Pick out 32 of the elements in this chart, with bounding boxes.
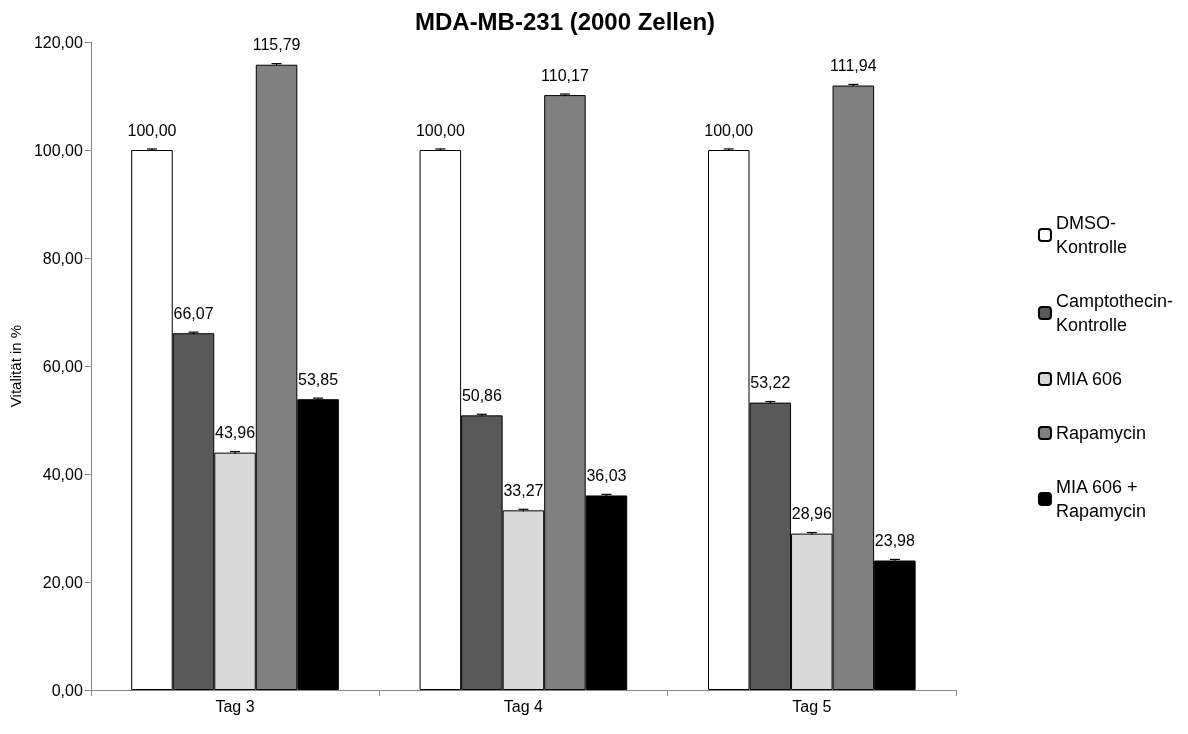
y-axis-title: Vitalität in % <box>7 324 24 408</box>
legend-label: Camptothecin-Kontrolle <box>1055 291 1174 335</box>
y-tick-label: 20,00 <box>42 573 83 591</box>
x-tick-label: Tag 5 <box>792 697 832 715</box>
data-label: 36,03 <box>586 466 627 484</box>
y-tick-label: 0,00 <box>51 681 83 699</box>
y-tick-label: 100,00 <box>33 141 83 159</box>
data-label: 111,94 <box>830 57 877 75</box>
data-label: 43,96 <box>215 424 256 442</box>
x-tick-label: Tag 4 <box>503 697 544 715</box>
data-label: 33,27 <box>503 481 544 499</box>
data-label: 100,00 <box>704 121 754 139</box>
data-label: 110,17 <box>541 66 589 84</box>
legend-label: MIA 606 + Rapamycin <box>1055 477 1146 521</box>
data-label: 50,86 <box>461 386 503 404</box>
legend-label: DMSO-Kontrolle <box>1055 213 1127 257</box>
y-tick-label: 80,00 <box>42 249 83 267</box>
legend-label: Rapamycin <box>1055 423 1146 443</box>
data-label: 23,98 <box>874 532 915 550</box>
chart-title: MDA-MB-231 (2000 Zellen) <box>414 7 716 35</box>
data-label: 115,79 <box>252 36 301 54</box>
legend-label: MIA 606 <box>1055 369 1122 389</box>
data-label: 100,00 <box>127 121 177 139</box>
x-tick-label: Tag 3 <box>215 697 255 715</box>
y-tick-label: 120,00 <box>33 33 83 51</box>
y-tick-label: 60,00 <box>42 357 83 375</box>
data-label: 66,07 <box>173 304 214 322</box>
y-tick-label: 40,00 <box>42 465 83 483</box>
data-label: 100,00 <box>415 121 465 139</box>
data-label: 28,96 <box>791 505 832 523</box>
data-label: 53,85 <box>298 370 339 388</box>
data-label: 53,22 <box>750 374 791 392</box>
